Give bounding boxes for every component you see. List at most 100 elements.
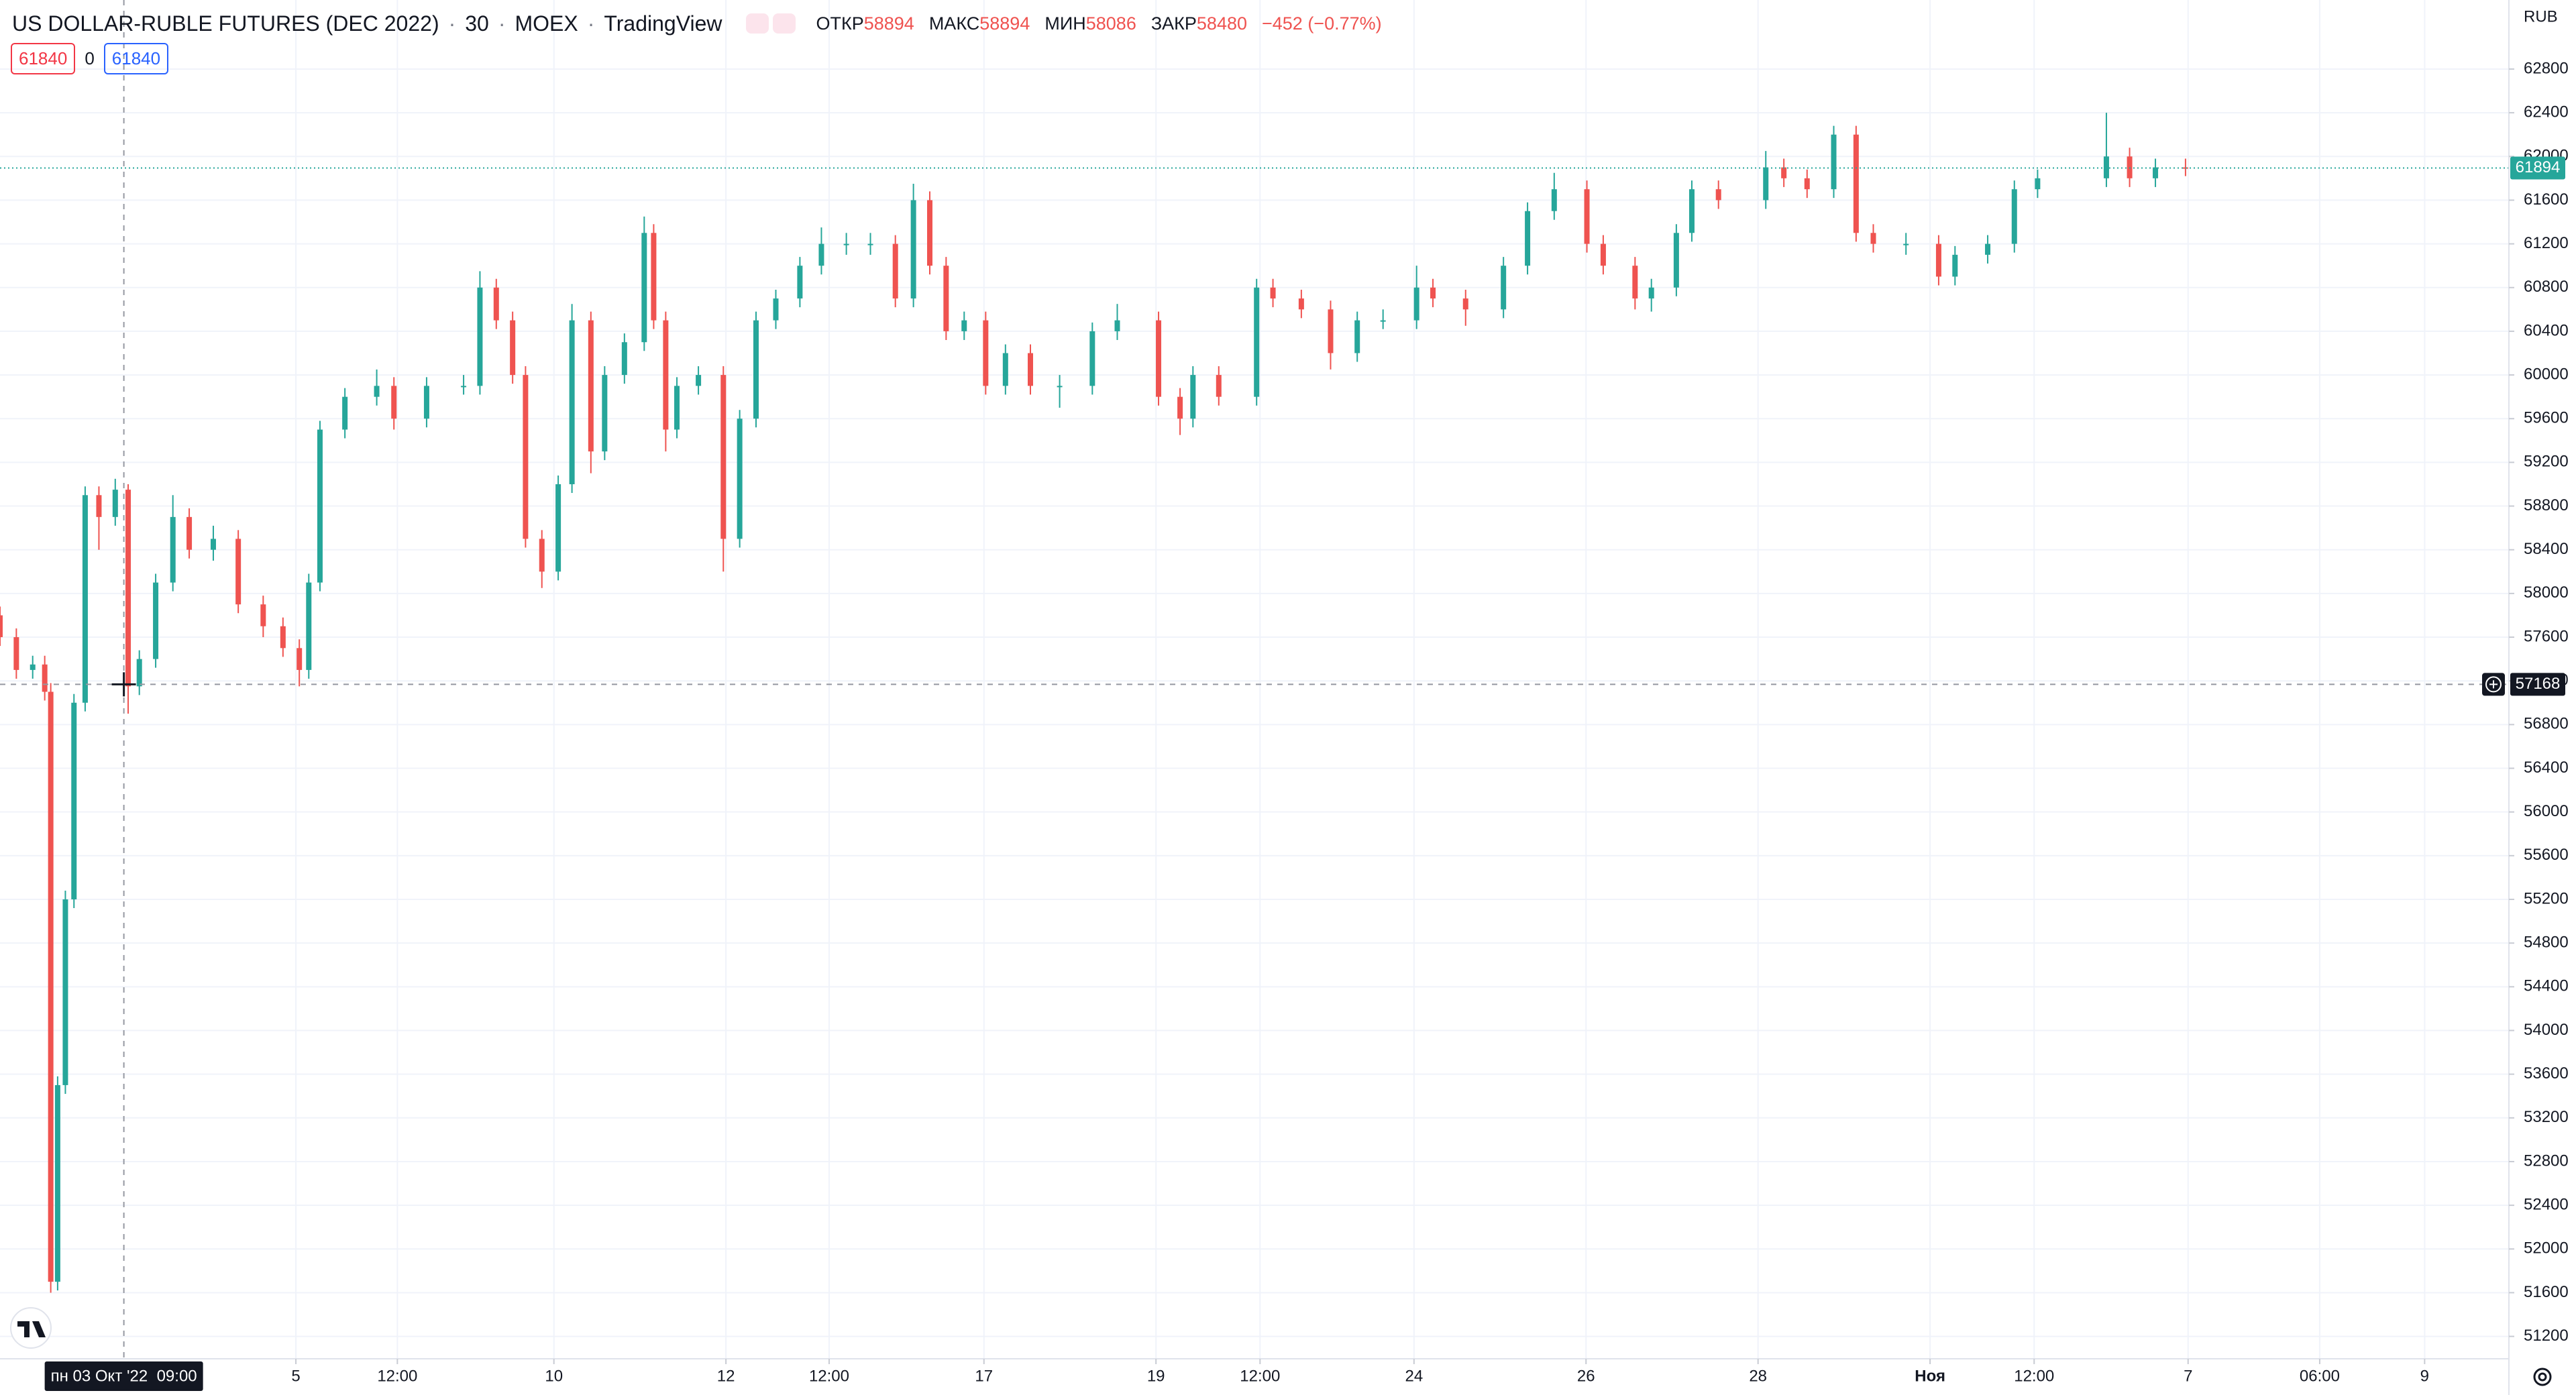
y-tick-label: 54400: [2524, 977, 2569, 995]
candle-body: [317, 429, 323, 583]
x-tick-label: 9: [2420, 1367, 2429, 1385]
icon[interactable]: [773, 13, 796, 34]
candle-body: [125, 490, 131, 687]
candle-body: [753, 320, 759, 419]
last-price-label: 61894: [2516, 158, 2561, 176]
y-tick-label: 52400: [2524, 1195, 2569, 1213]
x-tick-label: 17: [975, 1367, 993, 1385]
candle-body: [1903, 243, 1909, 245]
candle-body: [71, 702, 77, 900]
candle-body: [1985, 243, 1991, 255]
y-tick-label: 60400: [2524, 321, 2569, 339]
candle-body: [374, 386, 380, 397]
x-tick-label: 10: [545, 1367, 563, 1385]
ohlc-value: 58480: [1196, 13, 1247, 34]
add-alert-button[interactable]: [2482, 673, 2505, 696]
candle-body: [539, 539, 545, 572]
buy-badge[interactable]: 61840: [103, 43, 169, 74]
x-tick-label: 7: [2184, 1367, 2192, 1385]
candle-body: [153, 582, 159, 659]
x-tick-label: 24: [1405, 1367, 1423, 1385]
candle-body: [569, 320, 575, 484]
candle-body: [1551, 189, 1557, 211]
axes: 51200 51600 52000 52400 52800 53200 53600 54000…: [44, 59, 2569, 1391]
candle-body: [983, 320, 989, 386]
y-tick-label: 53600: [2524, 1064, 2569, 1082]
candle-body: [737, 418, 743, 539]
candle-body: [926, 200, 932, 266]
candle-body: [48, 691, 54, 1282]
y-tick-label: 51200: [2524, 1327, 2569, 1345]
candle-body: [720, 375, 727, 539]
candle-body: [2182, 167, 2188, 169]
x-tick-label: 26: [1577, 1367, 1595, 1385]
ohlc-values: ОТКР58894 МАКС58894 МИН58086 ЗАКР58480: [816, 13, 1247, 34]
candle-body: [391, 386, 397, 419]
symbol-title[interactable]: US DOLLAR-RUBLE FUTURES (DEC 2022): [12, 11, 439, 36]
candle-body: [1216, 375, 1222, 397]
tradingview-logo[interactable]: [10, 1307, 52, 1349]
candle-body: [1298, 298, 1304, 310]
overlays: [0, 0, 2509, 1359]
candle-body: [621, 342, 627, 376]
candle-body: [280, 626, 286, 649]
crosshair-cursor: [111, 672, 136, 697]
x-tick-label: 12:00: [2014, 1367, 2054, 1385]
y-tick-label: 57600: [2524, 627, 2569, 645]
candle-body: [235, 539, 241, 605]
candle-body: [674, 386, 680, 430]
interval[interactable]: 30: [439, 11, 489, 36]
y-tick-label: 55200: [2524, 889, 2569, 907]
candle-body: [2153, 167, 2159, 178]
ohlc-value: 58894: [979, 13, 1030, 34]
settings-icon[interactable]: [2533, 1368, 2552, 1386]
candle-body: [523, 375, 529, 539]
candle-body: [1354, 320, 1360, 353]
x-tick-label: 28: [1749, 1367, 1767, 1385]
exchange: MOEX: [489, 11, 578, 36]
legend-icons[interactable]: [746, 13, 796, 34]
candle-body: [1831, 134, 1837, 190]
candle-body: [13, 637, 19, 670]
candle-body: [1688, 189, 1695, 233]
currency-label[interactable]: RUB: [2524, 7, 2558, 25]
ohlc-value: 58894: [863, 13, 914, 34]
candle-body: [797, 266, 803, 299]
candle-body: [1114, 320, 1120, 331]
candle-body: [82, 495, 88, 703]
ohlc-key: ОТКР: [816, 13, 864, 34]
candle-body: [260, 604, 266, 626]
ohlc-item: ЗАКР58480: [1151, 13, 1247, 34]
y-tick-label: 62400: [2524, 103, 2569, 121]
gear-hub: [2538, 1372, 2547, 1382]
x-tick-label: 06:00: [2300, 1367, 2340, 1385]
spread-badge: 0: [85, 48, 95, 68]
y-tick-label: 53200: [2524, 1108, 2569, 1126]
candle-body: [1715, 189, 1721, 201]
ohlc-item: МАКС58894: [929, 13, 1030, 34]
source: TradingView: [578, 11, 722, 36]
candle-body: [477, 287, 483, 386]
candle-body: [136, 659, 142, 687]
candle-body: [1584, 189, 1590, 244]
candle-body: [651, 233, 657, 321]
add-alert-ring: [2485, 676, 2502, 693]
candle-body: [461, 386, 467, 388]
sell-badge[interactable]: 61840: [11, 43, 76, 74]
candle-body: [1057, 386, 1063, 388]
y-tick-label: 61600: [2524, 190, 2569, 209]
candle-body: [943, 266, 949, 331]
y-tick-label: 51600: [2524, 1283, 2569, 1301]
order-badges: 61840 0 61840: [11, 43, 169, 74]
candle-body: [1254, 287, 1260, 397]
icon[interactable]: [746, 13, 769, 34]
candle-body: [1089, 331, 1095, 386]
candle-body: [555, 484, 561, 572]
legend-header: US DOLLAR-RUBLE FUTURES (DEC 2022) 30 MO…: [12, 7, 1382, 40]
y-tick-label: 59600: [2524, 409, 2569, 427]
y-tick-label: 62800: [2524, 59, 2569, 77]
candle-body: [910, 200, 916, 299]
